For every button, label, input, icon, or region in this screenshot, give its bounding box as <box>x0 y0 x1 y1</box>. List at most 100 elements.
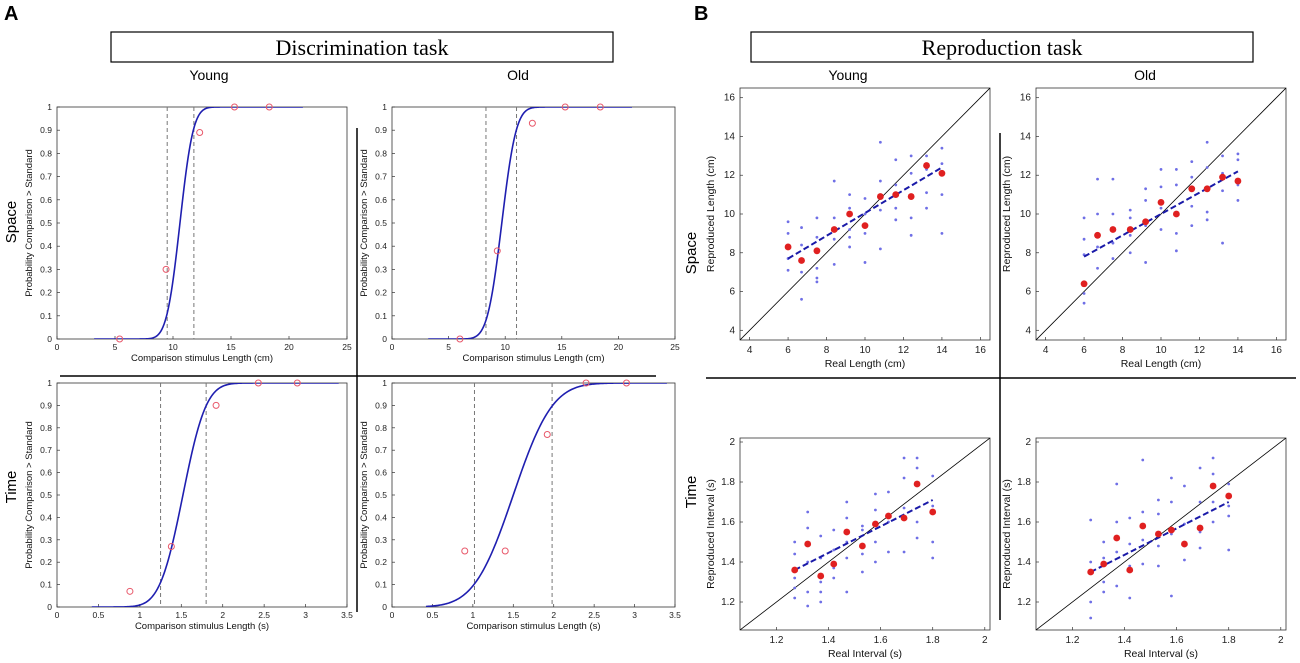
scatter-point <box>793 576 797 580</box>
scatter-point <box>1144 187 1148 191</box>
mean-point <box>1234 177 1242 185</box>
y-axis-label: Probability Comparison > Standard <box>24 149 35 297</box>
scatter-point <box>819 590 823 594</box>
scatter-point <box>845 556 849 560</box>
scatter-point <box>1221 189 1224 193</box>
x-tick-label: 14 <box>936 345 948 356</box>
x-tick-label: 1.6 <box>874 635 888 646</box>
y-tick-label: 0.3 <box>375 264 387 274</box>
y-tick-label: 12 <box>1020 170 1032 181</box>
mean-point <box>872 520 879 528</box>
scatter-point <box>860 524 864 528</box>
mean-point <box>861 222 869 230</box>
y-tick-label: 0.1 <box>375 311 387 321</box>
mean-point <box>1126 226 1134 233</box>
x-tick-label: 1.2 <box>1066 635 1080 646</box>
scatter-point <box>786 268 790 272</box>
mean-point <box>830 226 838 233</box>
y-tick-label: 0.9 <box>40 400 52 410</box>
psychometric-curve <box>94 107 303 339</box>
scatter-point <box>1156 512 1160 516</box>
scatter-point <box>1082 292 1086 295</box>
y-tick-label: 0.2 <box>375 557 387 567</box>
y-tick-label: 0.3 <box>375 535 387 545</box>
plot-area <box>425 383 667 607</box>
scatter-point <box>1089 600 1093 604</box>
mean-point <box>913 480 921 488</box>
y-tick-label: 0.2 <box>40 288 52 298</box>
x-tick-label: 8 <box>824 345 830 356</box>
scatter-point <box>874 540 877 544</box>
scatter-point <box>1205 210 1209 214</box>
y-tick-label: 0.1 <box>375 580 387 590</box>
y-tick-label: 1.4 <box>1017 557 1031 568</box>
y-tick-label: 8 <box>1025 248 1031 259</box>
mean-point <box>900 514 908 522</box>
scatter-point <box>1115 482 1119 486</box>
x-tick-label: 0.5 <box>93 610 105 620</box>
y-tick-label: 0.8 <box>40 148 52 158</box>
scatter-point <box>1089 616 1093 620</box>
scatter-point <box>1082 237 1086 241</box>
scatter-point <box>1111 241 1115 245</box>
scatter-point <box>1102 556 1106 560</box>
y-axis-label: Reproduced Length (cm) <box>705 156 717 272</box>
plot-repro-time-old: 1.2 1.4 1.6 1.8 2 1.2 1.4 1.6 1.8 2 Real Interval … <box>1001 437 1287 660</box>
scatter-point <box>800 270 803 274</box>
plot-area <box>428 107 632 339</box>
x-axis-label: Comparison stimulus Length (s) <box>135 621 269 632</box>
scatter-point <box>1174 168 1178 171</box>
scatter-point <box>848 193 852 197</box>
scatter-point <box>1102 580 1106 584</box>
y-tick-label: 0.3 <box>40 264 52 274</box>
y-axis-label: Reproduced Length (cm) <box>1001 156 1013 272</box>
mean-point <box>1225 492 1233 500</box>
y-tick-label: 14 <box>724 131 736 142</box>
scatter-point <box>819 534 823 538</box>
y-tick-label: 2 <box>729 437 735 448</box>
scatter-point <box>1082 216 1086 220</box>
scatter-point <box>1144 261 1148 264</box>
scatter-point <box>793 552 797 556</box>
scatter-point <box>1128 251 1132 255</box>
scatter-point <box>832 216 836 220</box>
y-tick-label: 0 <box>382 602 387 612</box>
y-tick-label: 1.8 <box>1017 477 1031 488</box>
scatter-point <box>845 516 849 520</box>
y-tick-label: 0.7 <box>375 172 387 182</box>
x-tick-label: 12 <box>1194 345 1206 356</box>
panel-a-title-box <box>110 31 614 63</box>
scatter-point <box>1227 482 1231 486</box>
scatter-point <box>1174 183 1178 187</box>
scatter-point <box>800 243 803 247</box>
mean-point <box>923 162 930 169</box>
scatter-point <box>793 540 797 544</box>
scatter-point <box>800 226 803 229</box>
scatter-point <box>1111 257 1115 260</box>
mean-point <box>1196 524 1204 532</box>
y-tick-label: 1.2 <box>1017 597 1031 608</box>
x-tick-label: 1.4 <box>822 635 836 646</box>
data-point <box>265 103 273 111</box>
scatter-point <box>806 604 810 608</box>
y-tick-label: 12 <box>724 170 736 181</box>
scatter-point <box>925 206 928 210</box>
y-axis-label: Reproduced Interval (s) <box>705 479 717 589</box>
x-tick-label: 2 <box>551 610 556 620</box>
mean-point <box>892 191 900 199</box>
scatter-point <box>909 216 913 220</box>
scatter-point <box>940 193 944 197</box>
x-tick-label: 0 <box>390 610 395 620</box>
scatter-point <box>909 233 913 237</box>
y-tick-label: 6 <box>729 287 735 298</box>
plot-repro-time-young: 1.2 1.4 1.6 1.8 2 1.2 1.4 1.6 1.8 2 Real Interval … <box>705 437 991 660</box>
y-axis-label: Probability Comparison > Standard <box>359 149 370 297</box>
plot-area <box>91 383 339 607</box>
y-tick-label: 0.8 <box>40 423 52 433</box>
scatter-point <box>1144 199 1148 202</box>
subplots: 0 5 10 15 20 2500.10.20.30.40.50.60.70.80.91C… <box>24 87 1287 660</box>
scatter-point <box>931 540 935 544</box>
x-tick-label: 10 <box>500 342 510 352</box>
scatter-point <box>1156 544 1160 548</box>
